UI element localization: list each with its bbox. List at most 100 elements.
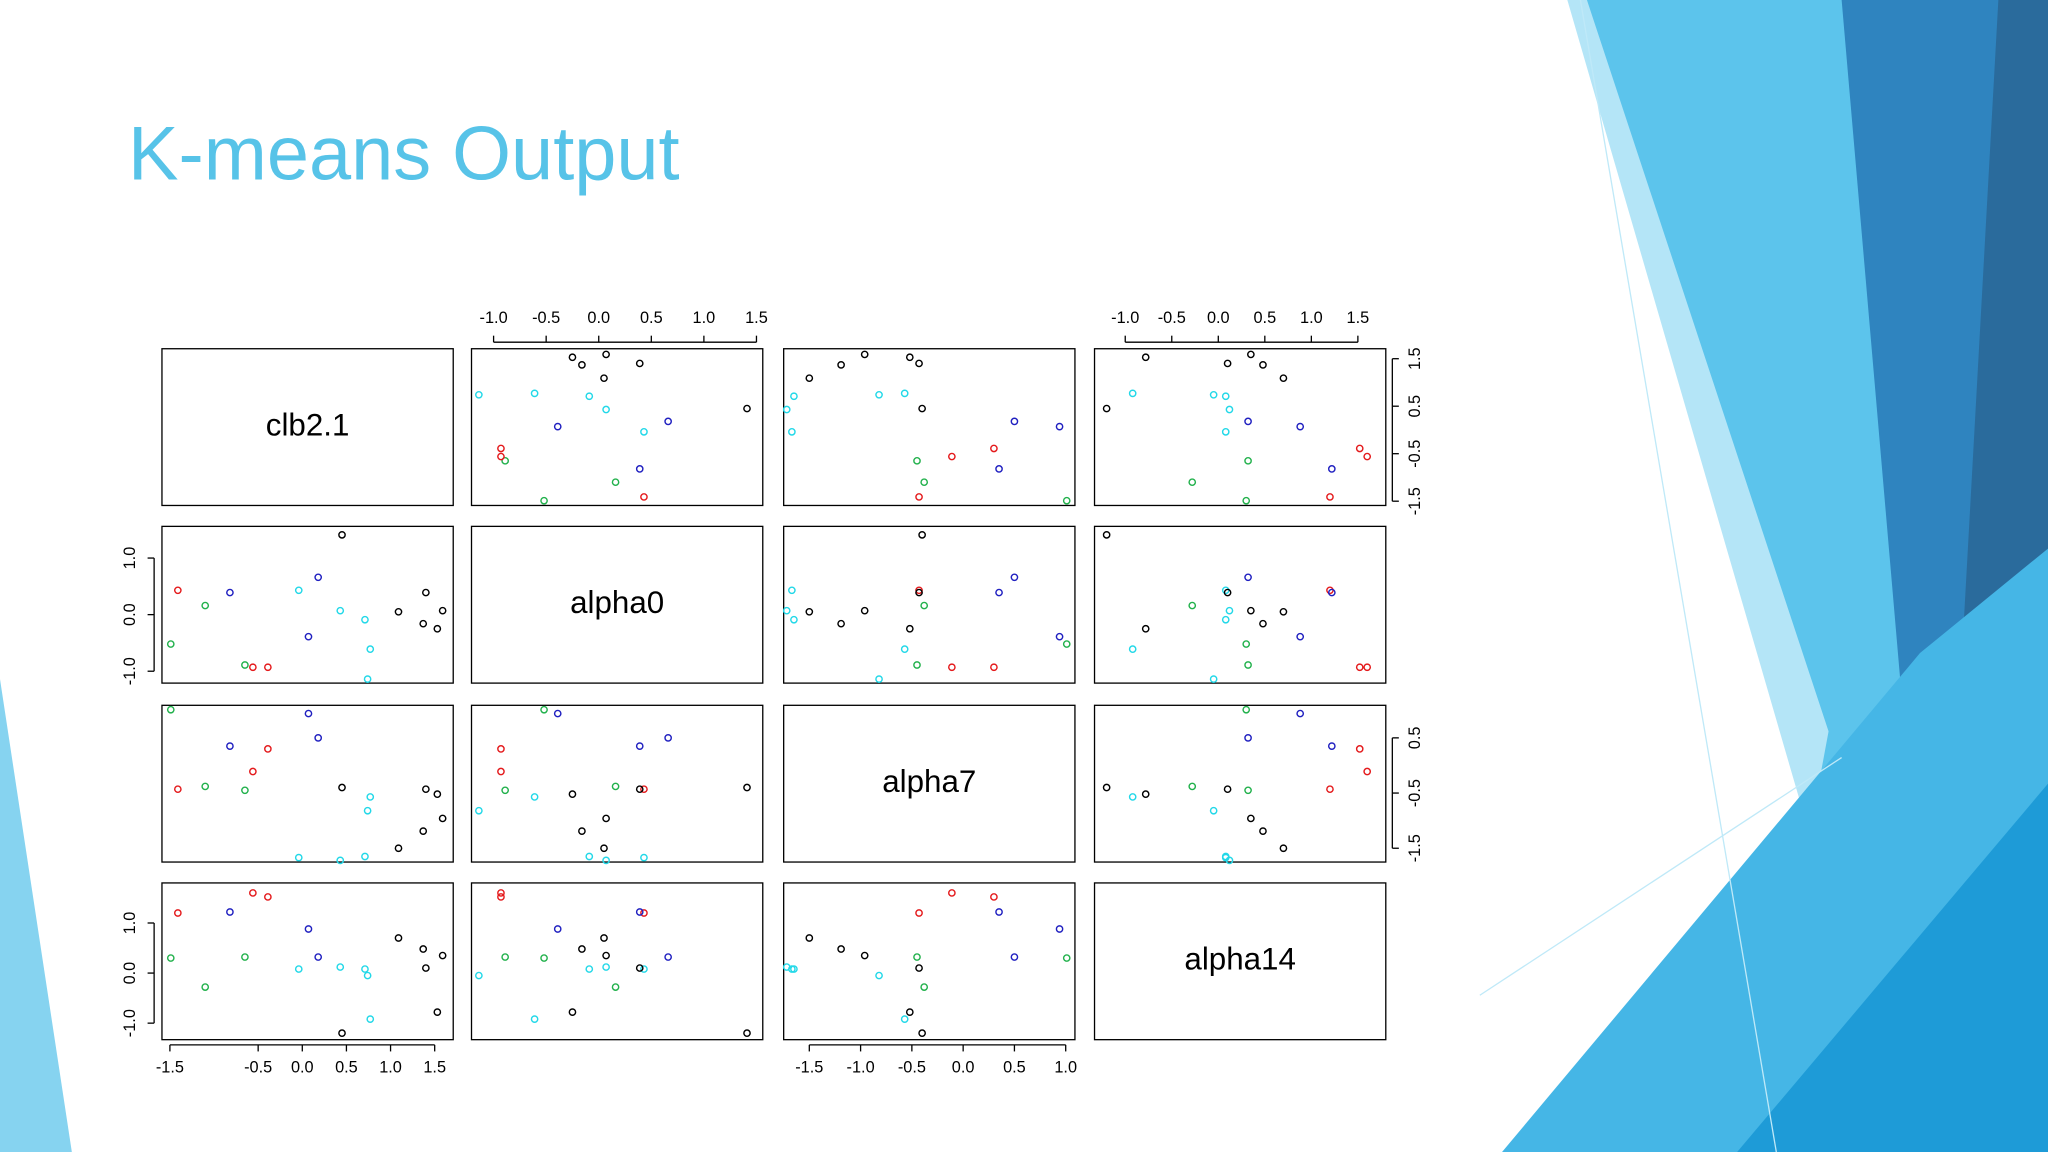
point [918, 1029, 926, 1038]
point [1188, 782, 1197, 791]
point [1247, 814, 1255, 823]
y-tick-label: -1.0 [121, 1009, 139, 1037]
point [201, 601, 210, 610]
point [264, 893, 272, 901]
point [1327, 588, 1336, 597]
point [1055, 422, 1064, 431]
y-tick-label: 1.0 [121, 547, 139, 570]
point [664, 417, 672, 426]
point [948, 889, 956, 897]
point [1055, 925, 1064, 933]
point [805, 934, 814, 942]
point [166, 954, 175, 962]
point [602, 963, 610, 971]
point [915, 586, 923, 595]
point [837, 945, 845, 953]
point [338, 783, 346, 792]
point [475, 390, 483, 399]
point [905, 353, 914, 362]
panel [161, 348, 454, 507]
point [1363, 663, 1372, 672]
point [640, 493, 648, 501]
point [363, 806, 372, 815]
point [540, 705, 548, 714]
point [1244, 417, 1252, 426]
x-tick-label: -1.0 [1111, 309, 1139, 327]
point [336, 856, 345, 865]
point [635, 908, 644, 916]
point [1355, 745, 1364, 753]
scatter-matrix: clb2.1 alpha0 alpha7 alpha14 -1.5 -0.5 0.0 0.5 1… [121, 309, 1424, 1077]
y-tick-label: 0.5 [1406, 727, 1424, 750]
point [1102, 783, 1111, 792]
y-tick-label: 0.0 [121, 603, 139, 626]
point [1247, 350, 1255, 359]
x-tick-label: 0.0 [291, 1059, 314, 1077]
point [1279, 607, 1288, 616]
decor-line [1479, 757, 1842, 996]
point [1102, 404, 1111, 413]
point [1355, 444, 1364, 453]
point [166, 705, 175, 714]
point [664, 734, 672, 742]
point [1244, 456, 1252, 465]
point [995, 465, 1003, 473]
point [433, 624, 442, 633]
point [790, 615, 798, 624]
x-tick-label: 0.5 [335, 1059, 358, 1077]
point [860, 606, 869, 615]
point [497, 893, 505, 901]
point [1102, 531, 1111, 539]
variable-name: alpha14 [1184, 942, 1296, 977]
point [1209, 390, 1218, 399]
x-tick-label: 0.0 [1207, 309, 1230, 327]
x-tick-label: 1.5 [1347, 309, 1370, 327]
point [568, 790, 577, 799]
panel [1093, 525, 1387, 684]
x-tick-label: -1.5 [156, 1059, 184, 1077]
point [635, 359, 644, 368]
point [635, 964, 644, 972]
point [860, 350, 869, 359]
point [1279, 844, 1288, 853]
panel [161, 525, 454, 684]
point [497, 767, 505, 776]
point [497, 444, 505, 453]
point [1326, 493, 1334, 501]
decor-shape [0, 679, 72, 1152]
point [1259, 619, 1267, 628]
point [1221, 615, 1230, 624]
point [530, 389, 539, 398]
point [1355, 663, 1364, 672]
point [1296, 709, 1305, 718]
point [635, 785, 644, 794]
point [640, 427, 648, 436]
point [419, 945, 428, 953]
variable-name: clb2.1 [266, 407, 350, 442]
x-tick-label: 0.5 [640, 309, 663, 327]
point [226, 908, 234, 916]
point [1221, 852, 1230, 861]
x-tick-label: -0.5 [532, 309, 560, 327]
point [366, 793, 375, 801]
point [1242, 496, 1251, 505]
point [913, 456, 921, 465]
point [743, 783, 751, 792]
point [918, 531, 926, 539]
point [475, 971, 483, 980]
y-tick-label: 1.0 [121, 912, 139, 935]
point [264, 745, 272, 753]
point [790, 965, 798, 973]
panel [470, 348, 764, 507]
x-tick-label: 0.5 [1253, 309, 1276, 327]
point [1296, 422, 1305, 431]
point [578, 945, 586, 953]
point [1055, 632, 1064, 641]
point [1242, 640, 1251, 648]
point [264, 663, 272, 672]
point [173, 586, 182, 595]
point [578, 361, 586, 369]
point [497, 452, 505, 461]
